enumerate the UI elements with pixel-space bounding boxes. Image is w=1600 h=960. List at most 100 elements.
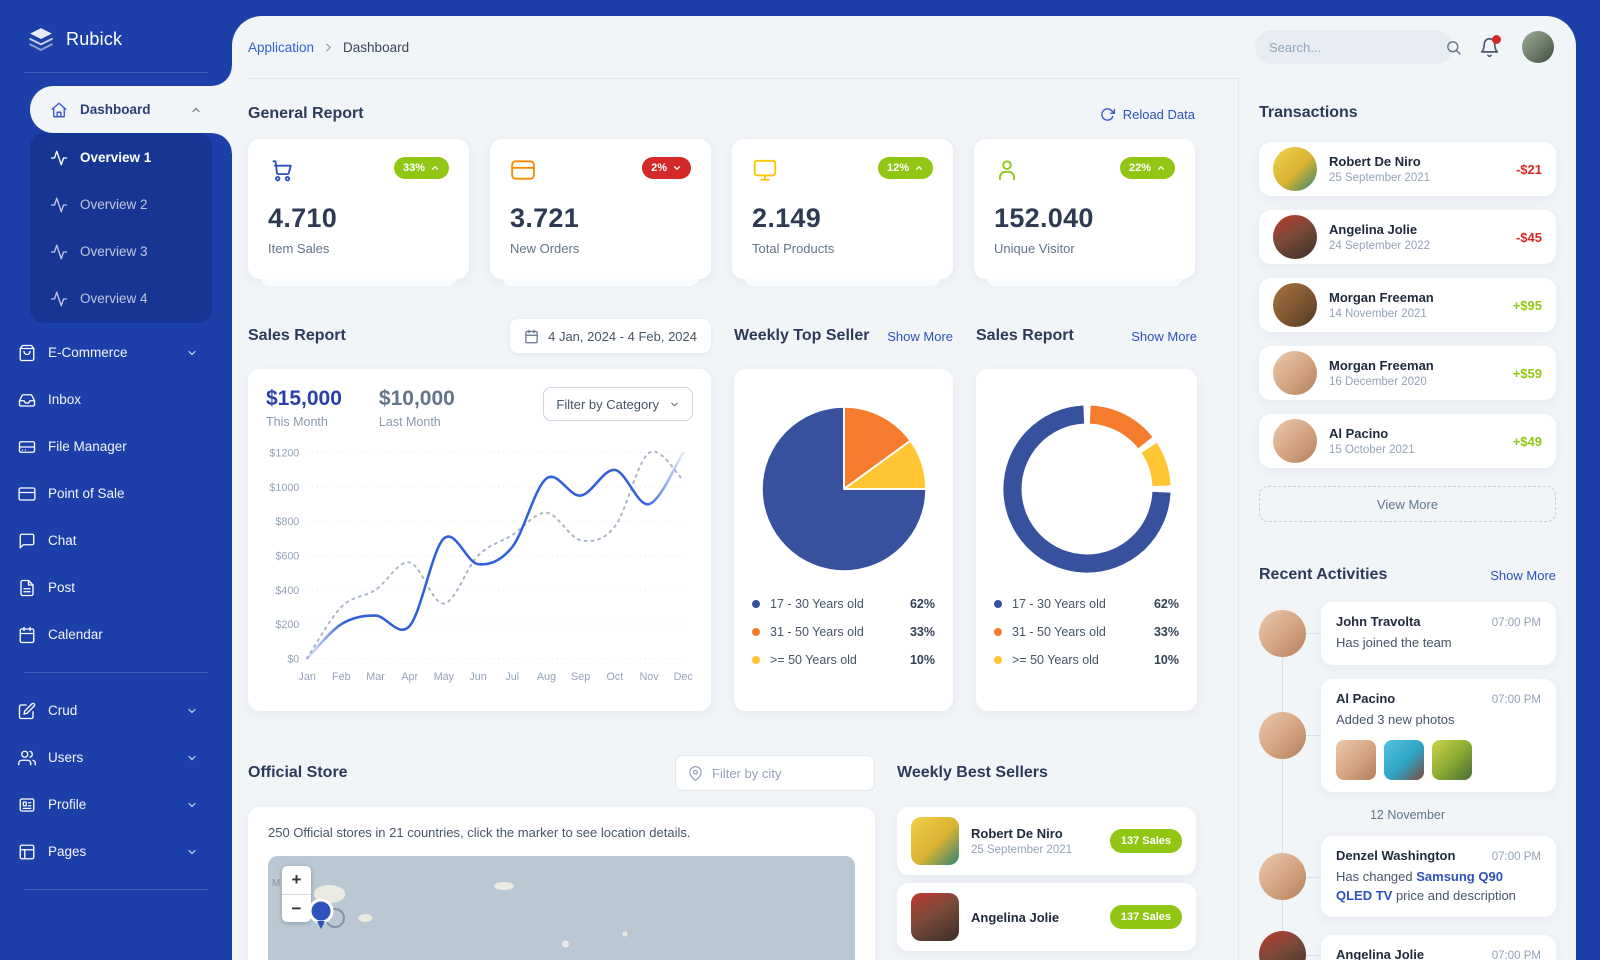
sidebar-item-overview-2[interactable]: Overview 2 [30,181,212,228]
stat-card-total-products[interactable]: 12% 2.149 Total Products [732,139,953,286]
sales-report-donut-card: 17 - 30 Years old 62% 31 - 50 Years old … [976,369,1197,711]
svg-text:Jan: Jan [298,671,315,683]
transaction-amount: +$59 [1512,365,1542,381]
svg-text:$600: $600 [275,551,299,563]
activity-item[interactable]: Angelina Jolie 07:00 PM [1259,931,1556,960]
chevron-right-icon [322,41,335,54]
stat-card-new-orders[interactable]: 2% 3.721 New Orders [490,139,711,286]
transaction-row[interactable]: Morgan Freeman 16 December 2020 +$59 [1259,346,1556,400]
view-more-button[interactable]: View More [1259,486,1556,522]
product-link[interactable]: Samsung Q90 QLED TV [1336,868,1503,903]
transaction-date: 24 September 2022 [1329,240,1431,252]
main-column: General Report Reload Data 33% 4.710 [248,78,1238,960]
sidebar-item-users[interactable]: Users [0,734,232,781]
transaction-amount: -$45 [1515,229,1542,245]
stat-value: 4.710 [268,203,338,233]
best-seller-row[interactable]: Robert De Niro 25 September 2021 137 Sal… [897,807,1196,875]
reload-data-button[interactable]: Reload Data [1100,107,1195,122]
chevron-down-icon [186,752,198,764]
activity-icon [50,149,68,167]
search-input[interactable] [1269,39,1445,55]
users-icon [18,749,36,767]
trend-badge[interactable]: 33% [393,157,449,179]
sidebar-item-file-manager[interactable]: File Manager [0,423,232,470]
chevron-down-icon [669,399,680,410]
breadcrumb: Application Dashboard [248,40,409,55]
svg-text:Nov: Nov [639,671,659,683]
sidebar-item-overview-4[interactable]: Overview 4 [30,275,212,322]
activity-icon [50,243,68,261]
monitor-icon [752,157,778,183]
app-logo[interactable]: Rubick [0,0,232,72]
sidebar-item-overview-3[interactable]: Overview 3 [30,228,212,275]
activity-text-after: price and description [1392,887,1516,903]
chevron-down-icon [186,846,198,858]
refresh-icon [1100,107,1115,122]
sidebar-item-chat[interactable]: Chat [0,517,232,564]
map-zoom-out-button[interactable]: − [282,894,311,922]
photo-thumbnail[interactable] [1384,739,1424,780]
timeline-date-divider: 12 November [1369,807,1446,822]
user-avatar[interactable] [1522,31,1554,63]
transaction-row[interactable]: Angelina Jolie 24 September 2022 -$45 [1259,210,1556,264]
sidebar-item-label: Pages [48,844,87,859]
seller-name: Robert De Niro [971,826,1063,841]
stat-card-unique-visitor[interactable]: 22% 152.040 Unique Visitor [974,139,1195,286]
breadcrumb-application[interactable]: Application [248,39,315,55]
show-more-link[interactable]: Show More [887,328,953,344]
sidebar-item-label: Overview 1 [80,150,152,165]
stat-label: Unique Visitor [994,241,1075,256]
trend-badge[interactable]: 22% [1119,157,1175,179]
sidebar-item-overview-1[interactable]: Overview 1 [30,134,212,181]
section-title: Sales Report [976,327,1074,344]
sidebar-item-pages[interactable]: Pages [0,828,232,875]
transaction-row[interactable]: Al Pacino 15 October 2021 +$49 [1259,414,1556,468]
weekly-best-sellers-header: Weekly Best Sellers [897,764,1196,782]
show-more-link[interactable]: Show More [1490,567,1556,583]
activity-name: Al Pacino [1336,690,1396,706]
legend-label: >= 50 Years old [1012,653,1099,667]
notifications-button[interactable] [1479,34,1501,58]
sidebar-item-calendar[interactable]: Calendar [0,611,232,658]
sidebar-item-label: Post [48,580,76,595]
layers-icon [28,26,54,52]
sidebar-item-dashboard[interactable]: Dashboard [30,66,232,153]
stat-card-item-sales[interactable]: 33% 4.710 Item Sales [248,139,469,286]
avatar [1273,351,1317,395]
sidebar-item-point-of-sale[interactable]: Point of Sale [0,470,232,517]
trend-badge[interactable]: 2% [642,157,691,179]
photo-thumbnail[interactable] [1432,739,1472,780]
activity-name: John Travolta [1336,614,1421,629]
sales-report-header: Sales Report 4 Jan, 2024 - 4 Feb, 2024 [248,319,711,353]
show-more-link[interactable]: Show More [1131,328,1197,344]
sidebar-item-profile[interactable]: Profile [0,781,232,828]
filter-by-city-input[interactable] [712,765,888,781]
filter-by-category-select[interactable]: Filter by Category [543,387,693,421]
seller-date: 25 September 2021 [971,844,1073,856]
activity-item[interactable]: Denzel Washington 07:00 PM Has changed S… [1259,835,1556,918]
search-icon[interactable] [1445,39,1462,56]
transaction-row[interactable]: Morgan Freeman 14 November 2021 +$95 [1259,278,1556,332]
transaction-row[interactable]: Robert De Niro 25 September 2021 -$21 [1259,142,1556,196]
activity-time: 07:00 PM [1491,693,1541,706]
sidebar-item-post[interactable]: Post [0,564,232,611]
sidebar-item-ecommerce[interactable]: E-Commerce [0,329,232,376]
activity-item[interactable]: John Travolta 07:00 PM Has joined the te… [1259,602,1556,665]
store-map[interactable]: M + − [268,856,855,960]
legend-label: >= 50 Years old [770,653,857,667]
chevron-down-icon [186,705,198,717]
best-seller-row[interactable]: Angelina Jolie 137 Sales [897,883,1196,951]
sidebar-item-crud[interactable]: Crud [0,687,232,734]
map-marker[interactable] [304,896,348,932]
activity-text-before: Has changed [1336,868,1417,884]
trend-badge[interactable]: 12% [877,157,933,179]
date-range-picker[interactable]: 4 Jan, 2024 - 4 Feb, 2024 [510,319,711,353]
legend-value: 10% [1153,653,1179,667]
activity-item[interactable]: Al Pacino 07:00 PM Added 3 new photos [1259,678,1556,792]
legend-dot-yellow [994,656,1002,664]
map-zoom-in-button[interactable]: + [291,870,302,889]
sidebar-item-inbox[interactable]: Inbox [0,376,232,423]
legend-row: 31 - 50 Years old 33% [752,625,935,639]
photo-thumbnail[interactable] [1336,739,1376,780]
activity-time: 07:00 PM [1491,850,1541,863]
